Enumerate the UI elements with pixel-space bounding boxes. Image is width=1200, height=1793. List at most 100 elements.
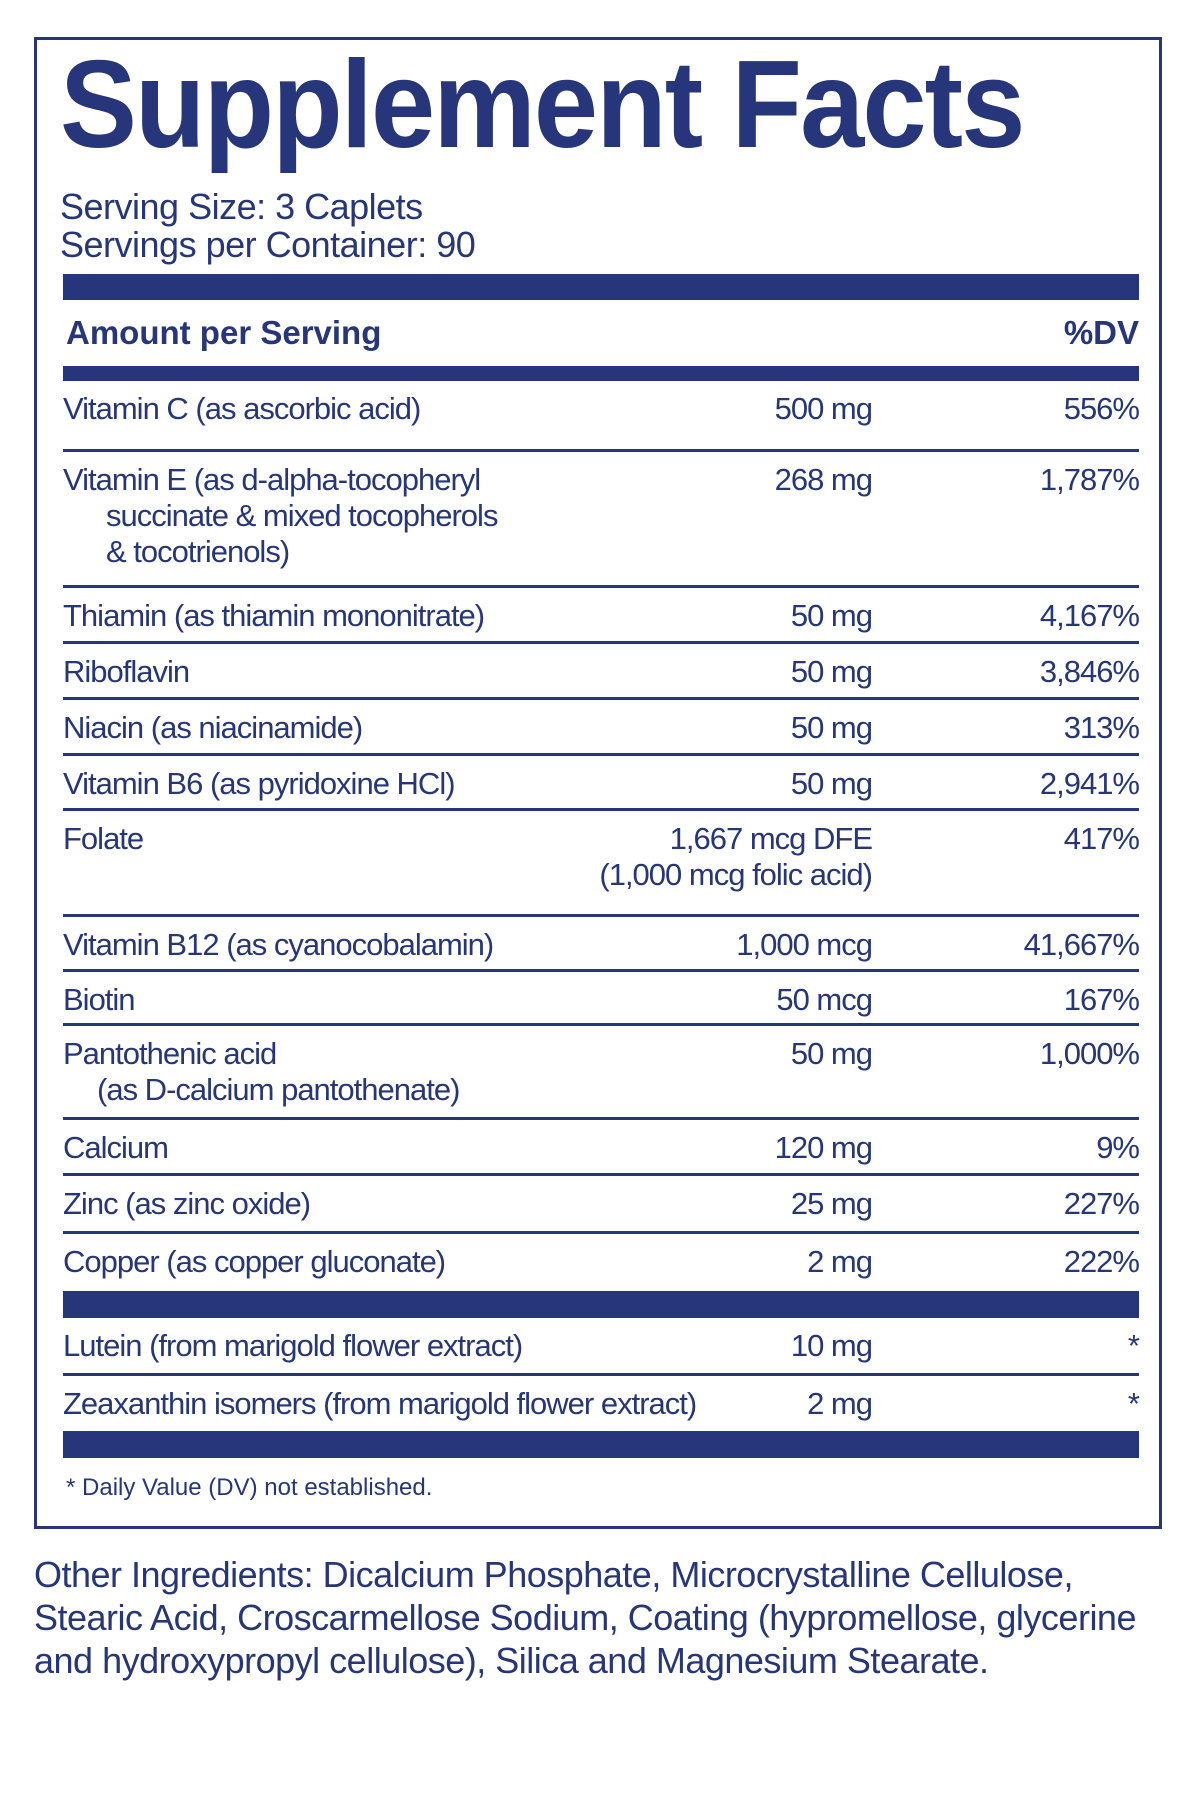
nutrient-amount: 1,667 mcg DFE (1,000 mcg folic acid) bbox=[599, 821, 873, 893]
nutrient-dv: 227% bbox=[1063, 1186, 1140, 1221]
row-divider bbox=[63, 1173, 1139, 1176]
divider-bar bbox=[63, 366, 1139, 381]
nutrient-name: Lutein (from marigold flower extract) bbox=[63, 1328, 523, 1364]
nutrient-dv: 41,667% bbox=[1023, 927, 1140, 962]
amount-text: 1,667 mcg DFE bbox=[669, 821, 873, 856]
nutrient-row: Thiamin (as thiamin mononitrate) 50 mg 4,1… bbox=[63, 588, 1140, 641]
nutrient-amount: 50 mg bbox=[791, 654, 873, 690]
nutrient-name-text: Folate bbox=[63, 821, 144, 856]
nutrient-row: Vitamin B6 (as pyridoxine HCl) 50 mg 2,941… bbox=[63, 756, 1140, 808]
nutrient-name-text: Riboflavin bbox=[63, 654, 190, 689]
row-divider bbox=[63, 1117, 1139, 1120]
nutrient-dv: * bbox=[1127, 1328, 1140, 1363]
other-ingredients: Other Ingredients: Dicalcium Phosphate, … bbox=[34, 1554, 1136, 1681]
row-divider bbox=[63, 1023, 1139, 1026]
table-header: Amount per Serving %DV bbox=[66, 314, 1139, 352]
nutrient-name-text: Vitamin B6 (as pyridoxine HCl) bbox=[63, 766, 456, 801]
amount-per-serving-label: Amount per Serving bbox=[66, 314, 382, 351]
nutrient-amount: 50 mg bbox=[790, 1036, 873, 1072]
nutrient-table: Vitamin C (as ascorbic acid) 500 mg 556% Vi… bbox=[63, 381, 1140, 1458]
nutrient-amount: 50 mg bbox=[790, 598, 873, 634]
divider-bar bbox=[63, 1431, 1139, 1458]
nutrient-name-text: Lutein (from marigold flower extract) bbox=[63, 1328, 523, 1363]
nutrient-name: Vitamin E (as d-alpha-tocopheryl succinat… bbox=[63, 462, 498, 570]
nutrient-row: Zinc (as zinc oxide) 25 mg 227% bbox=[63, 1176, 1140, 1231]
nutrient-row: Vitamin E (as d-alpha-tocopheryl succinat… bbox=[63, 452, 1140, 585]
nutrient-amount: 25 mg bbox=[791, 1186, 873, 1222]
row-divider bbox=[63, 641, 1139, 644]
row-divider bbox=[63, 697, 1139, 700]
nutrient-name: Thiamin (as thiamin mononitrate) bbox=[63, 598, 485, 634]
nutrient-dv: 2,941% bbox=[1039, 766, 1140, 801]
row-divider bbox=[63, 969, 1139, 972]
amount-text: 268 mg bbox=[774, 462, 873, 497]
nutrient-dv: 9% bbox=[1096, 1130, 1140, 1165]
nutrient-name: Niacin (as niacinamide) bbox=[63, 710, 363, 746]
divider-bar bbox=[63, 274, 1139, 300]
nutrient-amount: 50 mg bbox=[791, 710, 873, 746]
nutrient-name-text: Copper (as copper gluconate) bbox=[63, 1244, 446, 1279]
panel-title: Supplement Facts bbox=[60, 36, 1025, 174]
amount-text: 2 mg bbox=[807, 1244, 873, 1279]
nutrient-name-detail: (as D-calcium pantothenate) bbox=[97, 1072, 460, 1107]
amount-text: 50 mg bbox=[790, 598, 873, 633]
nutrient-name-text: Calcium bbox=[63, 1130, 169, 1165]
nutrient-name-text: Pantothenic acid bbox=[63, 1036, 277, 1071]
footnote: * Daily Value (DV) not established. bbox=[66, 1474, 433, 1501]
nutrient-name-detail: & tocotrienols) bbox=[106, 534, 290, 569]
row-divider bbox=[63, 914, 1139, 917]
row-divider bbox=[63, 753, 1139, 756]
row-divider bbox=[63, 585, 1139, 588]
divider-bar bbox=[63, 1291, 1139, 1318]
nutrient-name-text: Biotin bbox=[63, 982, 136, 1017]
nutrient-name: Pantothenic acid (as D-calcium pantothena… bbox=[63, 1036, 460, 1108]
nutrient-amount: 2 mg bbox=[807, 1244, 873, 1280]
nutrient-amount: 2 mg bbox=[807, 1386, 873, 1422]
nutrient-name-text: Zeaxanthin isomers (from marigold flower… bbox=[63, 1386, 697, 1421]
nutrient-dv: 4,167% bbox=[1039, 598, 1140, 633]
nutrient-name: Zinc (as zinc oxide) bbox=[63, 1186, 311, 1222]
nutrient-dv: 417% bbox=[1063, 821, 1140, 856]
nutrient-dv: 3,846% bbox=[1039, 654, 1140, 689]
nutrient-row: Folate 1,667 mcg DFE (1,000 mcg folic acid… bbox=[63, 811, 1140, 914]
nutrient-row: Zeaxanthin isomers (from marigold flower… bbox=[63, 1376, 1140, 1431]
nutrient-name: Calcium bbox=[63, 1130, 169, 1166]
servings-per-container: Servings per Container: 90 bbox=[60, 224, 476, 265]
nutrient-amount: 50 mcg bbox=[776, 982, 873, 1018]
nutrient-dv: 167% bbox=[1063, 982, 1140, 1017]
nutrient-name: Zeaxanthin isomers (from marigold flower… bbox=[63, 1386, 697, 1422]
nutrient-name-text: Niacin (as niacinamide) bbox=[63, 710, 363, 745]
nutrient-name-detail: succinate & mixed tocopherols bbox=[106, 498, 498, 533]
nutrient-amount: 10 mg bbox=[791, 1328, 873, 1364]
row-divider bbox=[63, 1231, 1139, 1234]
nutrient-amount: 120 mg bbox=[775, 1130, 873, 1166]
nutrient-name-text: Vitamin E (as d-alpha-tocopheryl bbox=[63, 462, 481, 497]
amount-text: 2 mg bbox=[807, 1386, 873, 1421]
nutrient-name-text: Zinc (as zinc oxide) bbox=[63, 1186, 311, 1221]
nutrient-dv: 222% bbox=[1063, 1244, 1140, 1279]
amount-text: 1,000 mcg bbox=[736, 927, 873, 962]
nutrient-dv: 313% bbox=[1063, 710, 1140, 745]
nutrient-row: Vitamin B12 (as cyanocobalamin) 1,000 mcg… bbox=[63, 917, 1140, 969]
supplement-facts-panel bbox=[34, 37, 1162, 1529]
nutrient-row: Niacin (as niacinamide) 50 mg 313% bbox=[63, 700, 1140, 753]
dv-label: %DV bbox=[1063, 314, 1139, 351]
nutrient-row: Pantothenic acid (as D-calcium pantothena… bbox=[63, 1026, 1140, 1117]
row-divider bbox=[63, 449, 1139, 452]
amount-text: 50 mcg bbox=[776, 982, 873, 1017]
amount-text: 50 mg bbox=[790, 1036, 873, 1071]
nutrient-row: Vitamin C (as ascorbic acid) 500 mg 556% bbox=[63, 381, 1140, 449]
serving-size: Serving Size: 3 Caplets bbox=[60, 186, 423, 227]
nutrient-dv: 556% bbox=[1063, 391, 1140, 426]
amount-text: 500 mg bbox=[774, 391, 873, 426]
nutrient-dv: 1,000% bbox=[1039, 1036, 1140, 1071]
nutrient-amount: 268 mg bbox=[774, 462, 873, 498]
nutrient-name: Folate bbox=[63, 821, 144, 857]
nutrient-name: Vitamin B6 (as pyridoxine HCl) bbox=[63, 766, 456, 802]
nutrient-row: Lutein (from marigold flower extract) 10 … bbox=[63, 1318, 1140, 1373]
amount-detail: (1,000 mcg folic acid) bbox=[599, 857, 873, 892]
nutrient-row: Calcium 120 mg 9% bbox=[63, 1120, 1140, 1173]
nutrient-name: Copper (as copper gluconate) bbox=[63, 1244, 446, 1280]
nutrient-name: Vitamin C (as ascorbic acid) bbox=[63, 391, 421, 427]
nutrient-name: Vitamin B12 (as cyanocobalamin) bbox=[63, 927, 494, 963]
